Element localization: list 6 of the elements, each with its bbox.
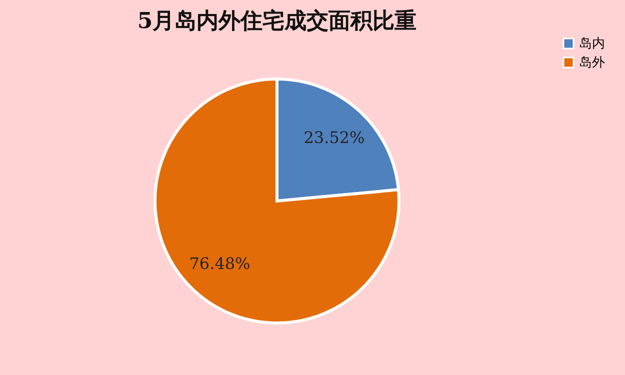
data-label: 23.52%	[304, 128, 365, 148]
legend-label: 岛外	[579, 56, 605, 70]
data-label: 76.48%	[189, 254, 250, 273]
chart-title: 5月岛内外住宅成交面积比重	[137, 8, 417, 34]
pie-slice	[154, 78, 400, 324]
legend-label: 岛内	[579, 36, 605, 52]
